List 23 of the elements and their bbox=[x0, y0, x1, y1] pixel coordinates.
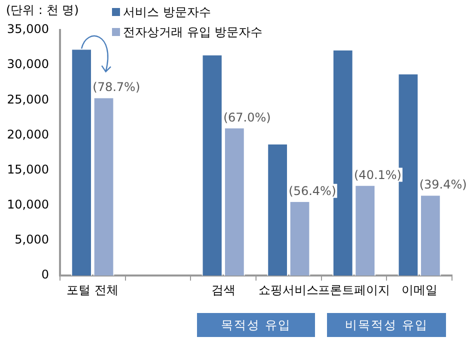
x-tick-label: 쇼핑서비스 bbox=[258, 282, 319, 297]
legend-label: 서비스 방문자수 bbox=[123, 4, 211, 20]
x-tick-label: 포털 전체 bbox=[66, 282, 119, 297]
y-tick-label: 30,000 bbox=[6, 57, 49, 72]
text: 목적성 유입 bbox=[196, 313, 316, 337]
annotation: (67.0%) bbox=[223, 110, 271, 124]
annotation: (40.1%) bbox=[354, 168, 402, 182]
y-tick-label: 35,000 bbox=[6, 22, 49, 36]
x-tick-label: 검색 bbox=[211, 282, 236, 297]
y-tick-label: 20,000 bbox=[6, 127, 49, 142]
text: 비목적성 유입 bbox=[327, 313, 446, 337]
x-tick-label: 이메일 bbox=[401, 282, 438, 297]
y-tick-label: 25,000 bbox=[6, 92, 49, 106]
x-tick-label: 프론트페이지 bbox=[318, 282, 390, 297]
legend-label: 전자상거래 유입 방문자수 bbox=[123, 24, 263, 40]
annotation: (39.4%) bbox=[419, 178, 467, 192]
y-axis-title: (단위 : 천 명) bbox=[6, 2, 79, 19]
y-tick-label: 5,000 bbox=[14, 232, 49, 247]
y-tick-label: 10,000 bbox=[6, 198, 49, 212]
y-tick-label: 15,000 bbox=[6, 162, 49, 176]
annotation: (78.7%) bbox=[92, 80, 140, 94]
annotation: (56.4%) bbox=[288, 184, 336, 198]
y-tick-label: 0 bbox=[41, 268, 49, 282]
